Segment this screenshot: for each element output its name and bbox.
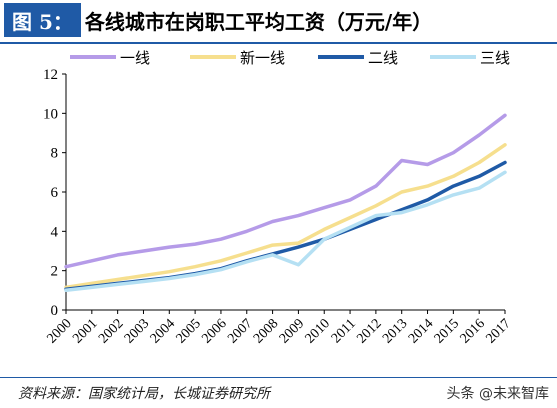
x-tick-label: 2003 bbox=[122, 316, 152, 346]
line-chart: 0246810122000200120022003200420052006200… bbox=[43, 49, 514, 347]
x-tick-label: 2016 bbox=[458, 316, 488, 346]
x-tick-label: 2005 bbox=[174, 316, 204, 346]
x-tick-label: 2004 bbox=[148, 316, 178, 346]
y-tick-label: 6 bbox=[51, 185, 59, 201]
footer-divider bbox=[0, 377, 557, 378]
y-tick-label: 12 bbox=[43, 67, 58, 83]
title-divider bbox=[0, 42, 557, 44]
series-line-一线 bbox=[64, 113, 507, 269]
y-tick-label: 8 bbox=[51, 146, 59, 162]
legend-label: 三线 bbox=[480, 49, 510, 67]
y-tick-label: 0 bbox=[51, 303, 59, 319]
source-note: 资料来源：国家统计局，长城证券研究所 bbox=[18, 386, 270, 402]
legend-label: 一线 bbox=[120, 49, 150, 67]
footer: 资料来源：国家统计局，长城证券研究所 头条 @未来智库 bbox=[0, 380, 557, 408]
legend-label: 新一线 bbox=[240, 49, 285, 67]
y-tick-label: 4 bbox=[51, 224, 59, 240]
watermark: 头条 @未来智库 bbox=[446, 386, 549, 402]
x-tick-label: 2011 bbox=[329, 316, 359, 346]
chart-area: 0 2 4 6 8 10 12 2000 2001 2002 2003 2004 2005 2006 200… bbox=[0, 44, 557, 376]
chart-title: 各线城市在岗职工平均工资（万元/年） bbox=[84, 9, 433, 34]
figure-header: 图 5： 各线城市在岗职工平均工资（万元/年） bbox=[0, 0, 557, 40]
x-tick-label: 2014 bbox=[406, 316, 436, 346]
x-tick-label: 2002 bbox=[96, 316, 126, 346]
x-tick-label: 2012 bbox=[354, 316, 384, 346]
y-tick-label: 10 bbox=[43, 106, 58, 122]
x-tick-label: 2001 bbox=[70, 316, 100, 346]
legend-label: 二线 bbox=[368, 49, 398, 67]
x-tick-label: 2010 bbox=[303, 316, 333, 346]
x-tick-label: 2006 bbox=[199, 316, 229, 346]
x-tick-label: 2000 bbox=[44, 316, 74, 346]
series-line-新一线 bbox=[64, 143, 507, 290]
x-tick-label: 2007 bbox=[225, 316, 255, 346]
series-line-三线 bbox=[64, 170, 507, 293]
y-tick-label: 2 bbox=[51, 264, 59, 280]
x-tick-label: 2017 bbox=[483, 316, 513, 346]
figure-label: 图 5： bbox=[4, 3, 81, 37]
x-tick-label: 2015 bbox=[432, 316, 462, 346]
x-tick-label: 2013 bbox=[380, 316, 410, 346]
x-tick-label: 2009 bbox=[277, 316, 307, 346]
x-tick-label: 2008 bbox=[251, 316, 281, 346]
